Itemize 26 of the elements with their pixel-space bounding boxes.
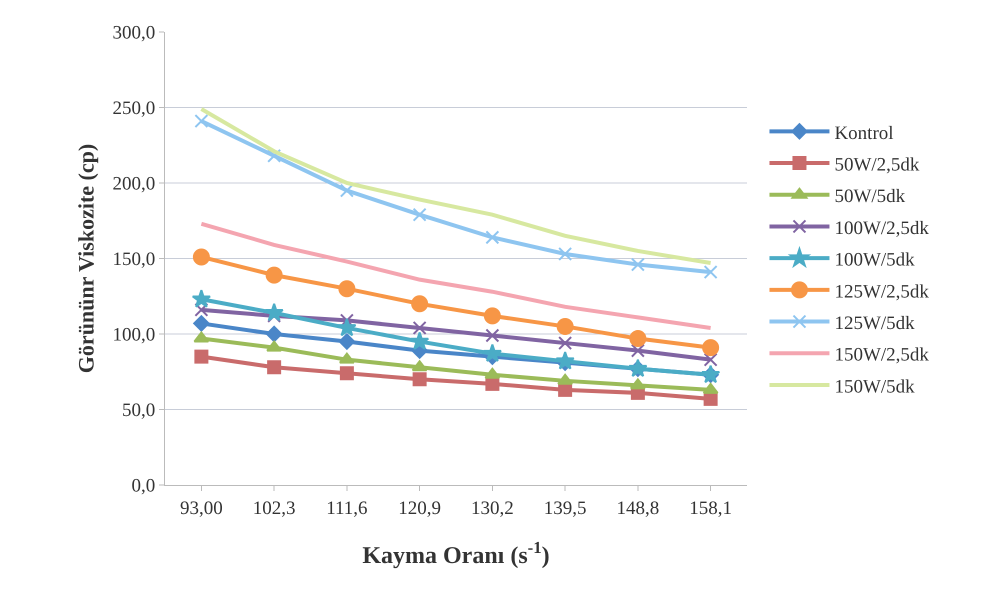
x-tick-label: 139,5: [544, 498, 587, 519]
legend-label: 150W/5dk: [834, 376, 916, 398]
legend-label: 50W/2,5dk: [834, 154, 920, 176]
y-tick-label: 50,0: [122, 400, 156, 422]
x-tick-label: 148,8: [616, 498, 660, 519]
x-tick-label: 111,6: [326, 498, 368, 519]
legend-label: 125W/5dk: [834, 312, 916, 334]
legend-label: 125W/2,5dk: [834, 281, 930, 302]
legend-label: 150W/2,5dk: [834, 344, 930, 366]
legend-label: 50W/5dk: [834, 186, 906, 208]
x-tick-label: 102,3: [252, 498, 296, 519]
legend-label: Kontrol: [834, 122, 894, 144]
x-tick-label: 93,00: [180, 498, 223, 519]
y-axis-title: Görününr Viskozite (cp): [73, 144, 98, 374]
legend-label: 100W/5dk: [834, 250, 916, 271]
y-tick-label: 250,0: [112, 98, 156, 120]
x-tick-label: 120,9: [398, 498, 442, 519]
y-tick-label: 150,0: [112, 249, 156, 270]
x-tick-label: 158,1: [689, 498, 732, 519]
y-tick-label: 100,0: [112, 324, 156, 346]
legend-label: 100W/2,5dk: [834, 218, 930, 239]
y-tick-label: 0,0: [131, 476, 156, 497]
y-tick-label: 300,0: [112, 22, 156, 44]
y-tick-label: 200,0: [112, 174, 156, 195]
x-axis-title: Kayma Oranı (s$^{-1}$): [362, 538, 550, 570]
x-tick-label: 130,2: [471, 498, 514, 519]
